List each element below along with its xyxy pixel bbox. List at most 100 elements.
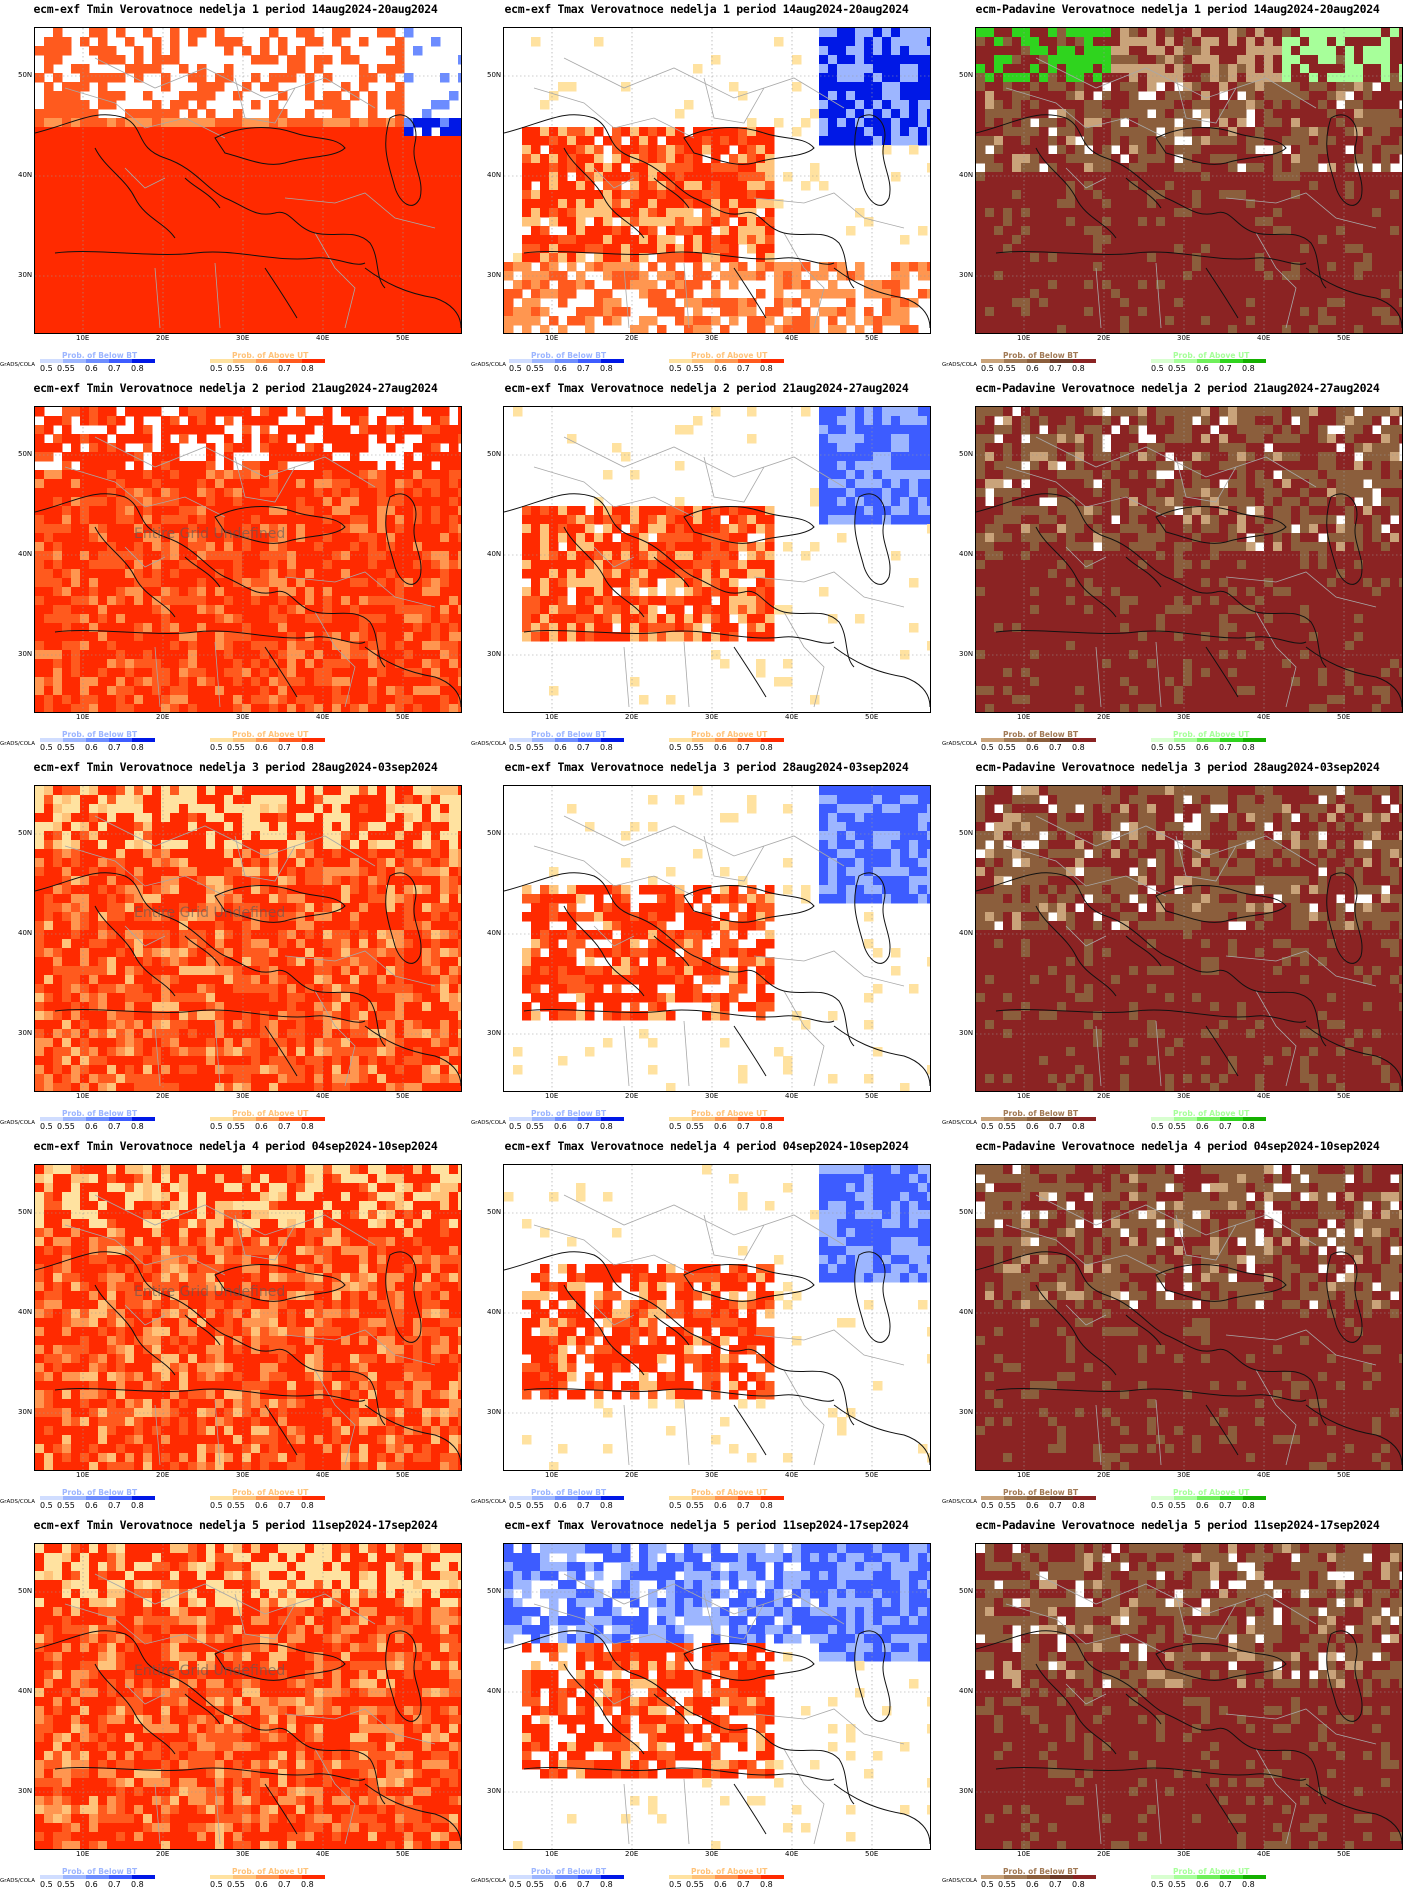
coastline — [35, 114, 386, 289]
prec-grid-cell — [1291, 127, 1301, 137]
tmin-grid-cell — [242, 208, 252, 218]
tmax-grid-cell — [927, 28, 930, 38]
tmax-grid-cell — [567, 280, 577, 290]
coastline — [833, 267, 930, 329]
tmax-grid-cell — [711, 127, 721, 137]
tmin-grid-cell — [224, 136, 234, 146]
tmin-grid-cell — [341, 109, 351, 119]
tmax-grid-cell — [630, 235, 640, 245]
prec-grid-cell — [1345, 82, 1355, 92]
tmin-probability-field — [35, 28, 461, 333]
tmin-grid-cell — [404, 425, 414, 435]
tmin-grid-cell — [107, 100, 117, 110]
prec-grid-cell — [1282, 217, 1292, 227]
tmin-grid-cell — [53, 145, 63, 155]
probability-map — [35, 28, 461, 333]
tmax-grid-cell — [711, 235, 721, 245]
tmin-grid-cell — [62, 37, 72, 47]
tmin-grid-cell — [377, 163, 387, 173]
prec-grid-cell — [976, 145, 986, 155]
tmin-grid-cell — [224, 515, 234, 525]
tmax-grid-cell — [837, 289, 847, 299]
tmin-grid-cell — [269, 515, 279, 525]
tmin-grid-cell — [53, 506, 63, 516]
prec-grid-cell — [1390, 289, 1400, 299]
tmin-grid-cell — [188, 488, 198, 498]
tmax-grid-cell — [729, 226, 739, 236]
tmax-grid-cell — [756, 325, 766, 333]
prec-grid-cell — [1183, 154, 1193, 164]
prec-grid-cell — [1246, 244, 1256, 254]
prec-grid-cell — [1111, 73, 1121, 83]
prec-grid-cell — [1210, 82, 1220, 92]
tmin-grid-cell — [440, 578, 450, 588]
prec-grid-cell — [1201, 91, 1211, 101]
tmin-grid-cell — [134, 470, 144, 480]
prec-grid-cell — [1327, 37, 1337, 47]
tmin-grid-cell — [305, 253, 315, 263]
tmin-grid-cell — [251, 533, 261, 543]
prec-grid-cell — [1102, 298, 1112, 308]
tmax-grid-cell — [756, 262, 766, 272]
prec-grid-cell — [1318, 109, 1328, 119]
tmin-grid-cell — [413, 587, 423, 597]
legend-tick-label: 0.8 — [1242, 364, 1255, 373]
tmin-grid-cell — [323, 118, 333, 128]
tmin-grid-cell — [404, 316, 414, 326]
tmin-grid-cell — [269, 127, 279, 137]
tmax-grid-cell — [846, 271, 856, 281]
prec-grid-cell — [1210, 280, 1220, 290]
tmin-grid-cell — [251, 289, 261, 299]
prec-grid-cell — [1084, 73, 1094, 83]
tmin-grid-cell — [188, 37, 198, 47]
tmax-grid-cell — [855, 100, 865, 110]
prec-grid-cell — [1237, 28, 1247, 38]
tmin-grid-cell — [287, 470, 297, 480]
tmin-grid-cell — [359, 497, 369, 507]
tmin-grid-cell — [395, 190, 405, 200]
prec-grid-cell — [1192, 127, 1202, 137]
tmax-grid-cell — [882, 307, 892, 317]
tmin-grid-cell — [224, 434, 234, 444]
tmin-grid-cell — [152, 262, 162, 272]
tmin-grid-cell — [89, 163, 99, 173]
tmin-grid-cell — [152, 235, 162, 245]
prec-grid-cell — [1048, 91, 1058, 101]
prec-grid-cell — [1003, 235, 1013, 245]
prec-grid-cell — [1372, 244, 1382, 254]
prec-grid-cell — [1003, 163, 1013, 173]
prec-grid-cell — [1336, 217, 1346, 227]
prec-grid-cell — [985, 298, 995, 308]
tmax-grid-cell — [792, 316, 802, 326]
prec-grid-cell — [1282, 109, 1292, 119]
tmin-grid-cell — [368, 154, 378, 164]
prec-grid-cell — [1075, 244, 1085, 254]
tmax-grid-cell — [855, 46, 865, 56]
prec-grid-cell — [976, 217, 986, 227]
prec-grid-cell — [1291, 325, 1301, 333]
prec-grid-cell — [1273, 271, 1283, 281]
tmin-grid-cell — [404, 271, 414, 281]
tmin-grid-cell — [44, 551, 54, 561]
tmax-grid-cell — [909, 118, 919, 128]
tmin-grid-cell — [170, 560, 180, 570]
tmax-grid-cell — [648, 298, 658, 308]
prec-grid-cell — [1174, 289, 1184, 299]
prec-grid-cell — [1003, 181, 1013, 191]
tmin-grid-cell — [53, 109, 63, 119]
prec-grid-cell — [1264, 64, 1274, 74]
prec-grid-cell — [1084, 217, 1094, 227]
prec-grid-cell — [1399, 253, 1402, 263]
tmin-grid-cell — [323, 307, 333, 317]
tmin-grid-cell — [440, 127, 450, 137]
tmin-grid-cell — [440, 73, 450, 83]
tmin-grid-cell — [449, 479, 459, 489]
tmin-grid-cell — [215, 253, 225, 263]
tmin-grid-cell — [107, 533, 117, 543]
tmin-grid-cell — [260, 488, 270, 498]
tmin-grid-cell — [296, 479, 306, 489]
legend-tick-label: 0.6 — [1196, 364, 1209, 373]
prec-grid-cell — [1372, 37, 1382, 47]
prec-grid-cell — [1156, 145, 1166, 155]
prec-grid-cell — [1030, 154, 1040, 164]
